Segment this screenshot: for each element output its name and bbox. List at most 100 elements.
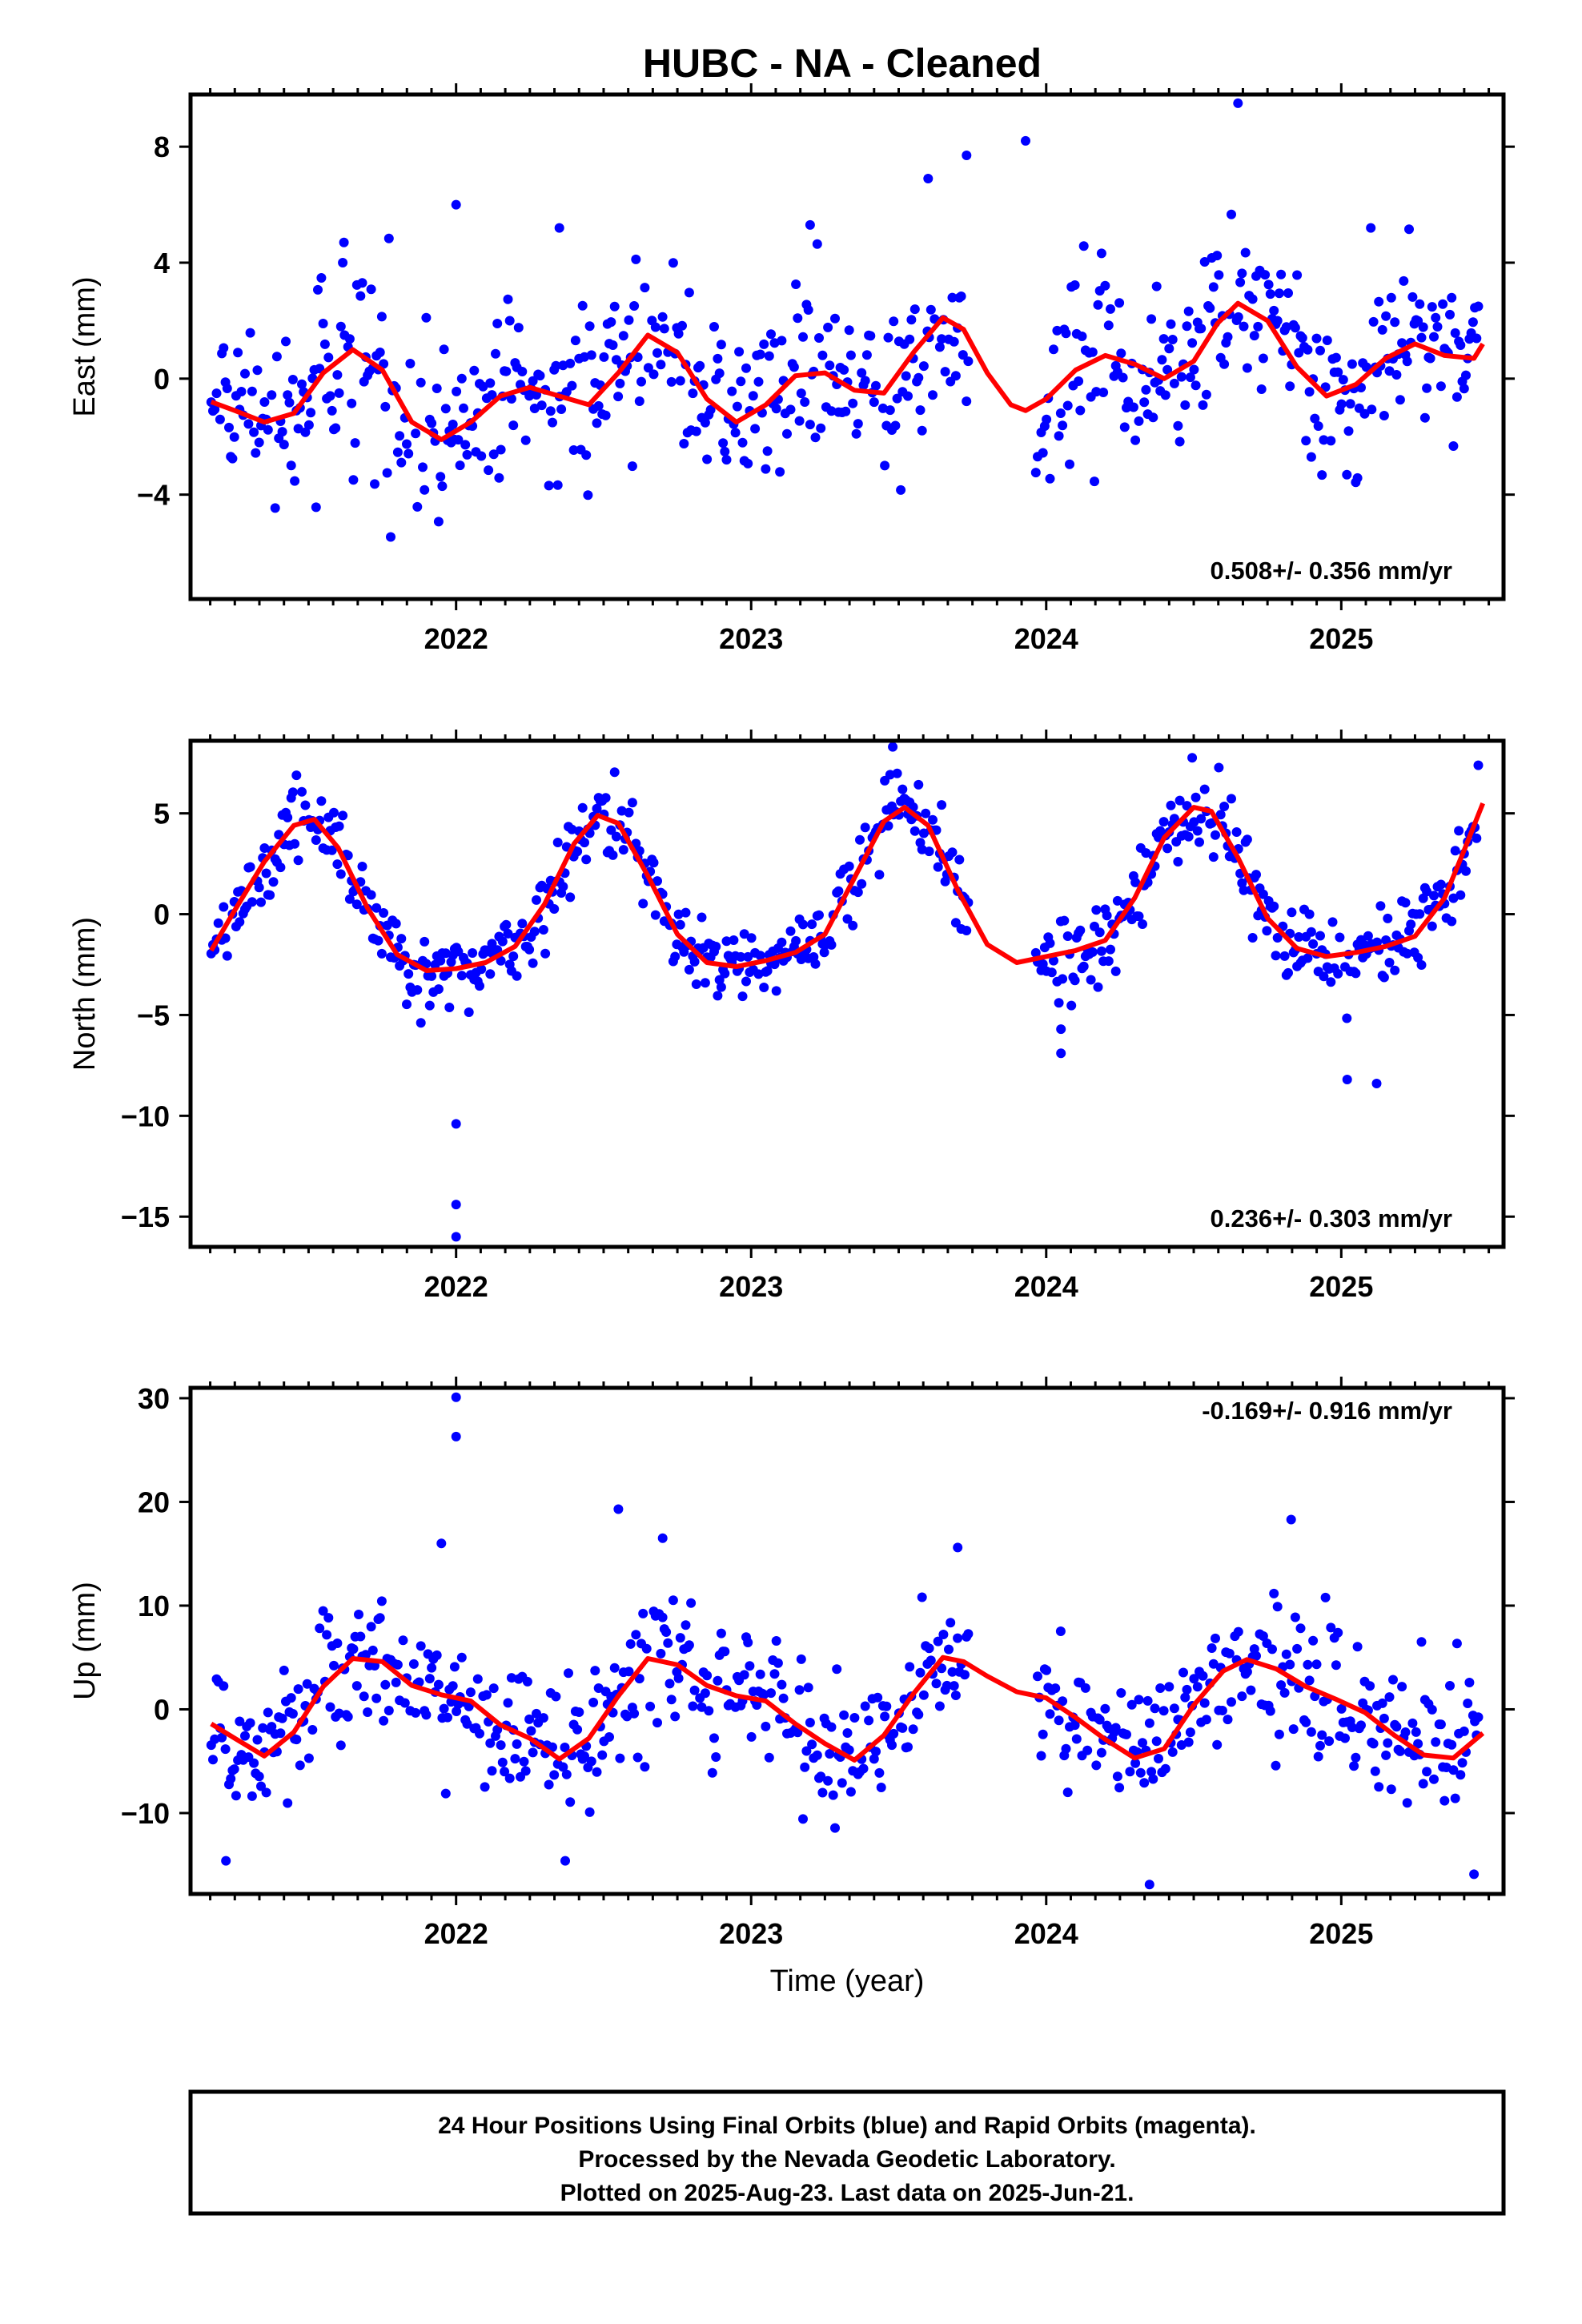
north-data-point: [508, 951, 519, 962]
up-data-point: [597, 1750, 608, 1760]
north-data-point: [1087, 947, 1098, 957]
east-data-point: [452, 386, 462, 396]
up-data-point: [1448, 1765, 1459, 1775]
north-y-axis-label: North (mm): [68, 917, 102, 1071]
north-data-point: [777, 937, 787, 947]
up-data-point: [632, 1752, 643, 1763]
north-data-point: [1279, 951, 1290, 961]
east-data-point: [1301, 436, 1311, 446]
north-data-point: [1326, 977, 1336, 987]
east-data-point: [1399, 275, 1409, 286]
east-data-point: [552, 480, 563, 490]
east-data-point: [506, 394, 516, 404]
north-data-point: [798, 919, 808, 930]
east-data-point: [1198, 400, 1208, 410]
east-data-point: [1096, 248, 1106, 259]
up-data-point: [439, 1703, 449, 1714]
up-data-point: [375, 1613, 385, 1623]
up-data-point: [1413, 1739, 1423, 1749]
up-data-point: [1096, 1747, 1106, 1758]
up-data-point: [944, 1644, 954, 1655]
up-data-point: [496, 1740, 506, 1751]
north-data-point: [219, 902, 229, 912]
up-data-point: [1383, 1738, 1393, 1748]
east-data-point: [1461, 370, 1471, 380]
east-data-point: [652, 348, 662, 358]
up-data-point: [475, 1728, 484, 1739]
north-outlier-point: [1371, 1079, 1382, 1088]
north-data-point: [652, 876, 662, 887]
up-data-point: [590, 1666, 600, 1676]
up-x-tick-label: 2023: [719, 1917, 783, 1950]
east-data-point: [1379, 411, 1389, 420]
north-data-point: [1049, 955, 1058, 966]
east-data-point: [814, 333, 824, 343]
north-data-point: [1182, 801, 1192, 811]
east-data-point: [1343, 426, 1354, 436]
up-data-point: [880, 1711, 890, 1722]
north-data-point: [609, 767, 620, 778]
east-data-point: [306, 408, 316, 418]
east-data-point: [270, 503, 280, 513]
east-data-point: [736, 376, 746, 387]
east-data-point: [1045, 473, 1055, 484]
north-data-point: [1287, 907, 1297, 918]
north-data-point: [1195, 837, 1204, 847]
up-data-point: [1212, 1739, 1223, 1750]
east-data-point: [1052, 325, 1062, 336]
east-data-point: [318, 319, 328, 328]
east-data-point: [853, 419, 863, 429]
up-data-point: [465, 1687, 476, 1698]
up-data-point: [817, 1787, 828, 1798]
up-data-point: [1217, 1706, 1227, 1715]
east-data-point: [606, 317, 616, 328]
east-data-point: [1180, 400, 1191, 410]
east-data-point: [1055, 408, 1066, 418]
north-data-point: [268, 877, 279, 887]
up-data-point: [1112, 1771, 1122, 1782]
north-data-point: [1102, 911, 1112, 921]
north-data-point: [1251, 870, 1261, 880]
north-data-point: [720, 968, 730, 979]
east-data-point: [565, 358, 576, 368]
up-outlier-point: [1469, 1869, 1480, 1880]
east-data-point: [1061, 328, 1071, 339]
up-data-point: [807, 1739, 817, 1750]
up-data-point: [497, 1757, 508, 1767]
east-data-point: [1448, 441, 1459, 451]
east-data-point: [1146, 314, 1157, 324]
east-data-point: [348, 475, 359, 485]
up-y-tick-label: 0: [154, 1693, 170, 1726]
north-data-point: [1231, 827, 1242, 837]
up-data-point: [917, 1592, 927, 1602]
up-data-point: [1320, 1592, 1331, 1602]
east-data-point: [926, 304, 936, 315]
east-data-point: [915, 405, 926, 416]
north-data-point: [1045, 938, 1055, 948]
up-data-point: [1144, 1718, 1154, 1728]
up-data-point: [668, 1595, 678, 1606]
up-data-point: [709, 1733, 719, 1743]
east-data-point: [501, 366, 512, 376]
up-data-point: [949, 1681, 959, 1691]
north-data-point: [624, 807, 634, 818]
up-data-point: [629, 1708, 640, 1719]
up-data-point: [1315, 1740, 1325, 1751]
north-data-point: [714, 975, 725, 985]
up-data-point: [1082, 1745, 1093, 1755]
east-data-point: [504, 316, 515, 326]
east-data-point: [376, 312, 387, 322]
east-data-point: [439, 344, 449, 355]
up-data-point: [1045, 1709, 1055, 1719]
north-data-point: [524, 944, 535, 955]
up-data-point: [934, 1701, 945, 1711]
up-data-point: [1377, 1698, 1387, 1708]
north-data-point: [316, 796, 327, 806]
north-data-point: [376, 948, 387, 959]
up-data-point: [334, 1708, 344, 1719]
east-y-axis-label: East (mm): [68, 276, 102, 416]
east-data-point: [896, 485, 906, 495]
up-data-point: [764, 1752, 774, 1763]
up-data-point: [275, 1728, 286, 1739]
up-data-point: [504, 1773, 515, 1783]
